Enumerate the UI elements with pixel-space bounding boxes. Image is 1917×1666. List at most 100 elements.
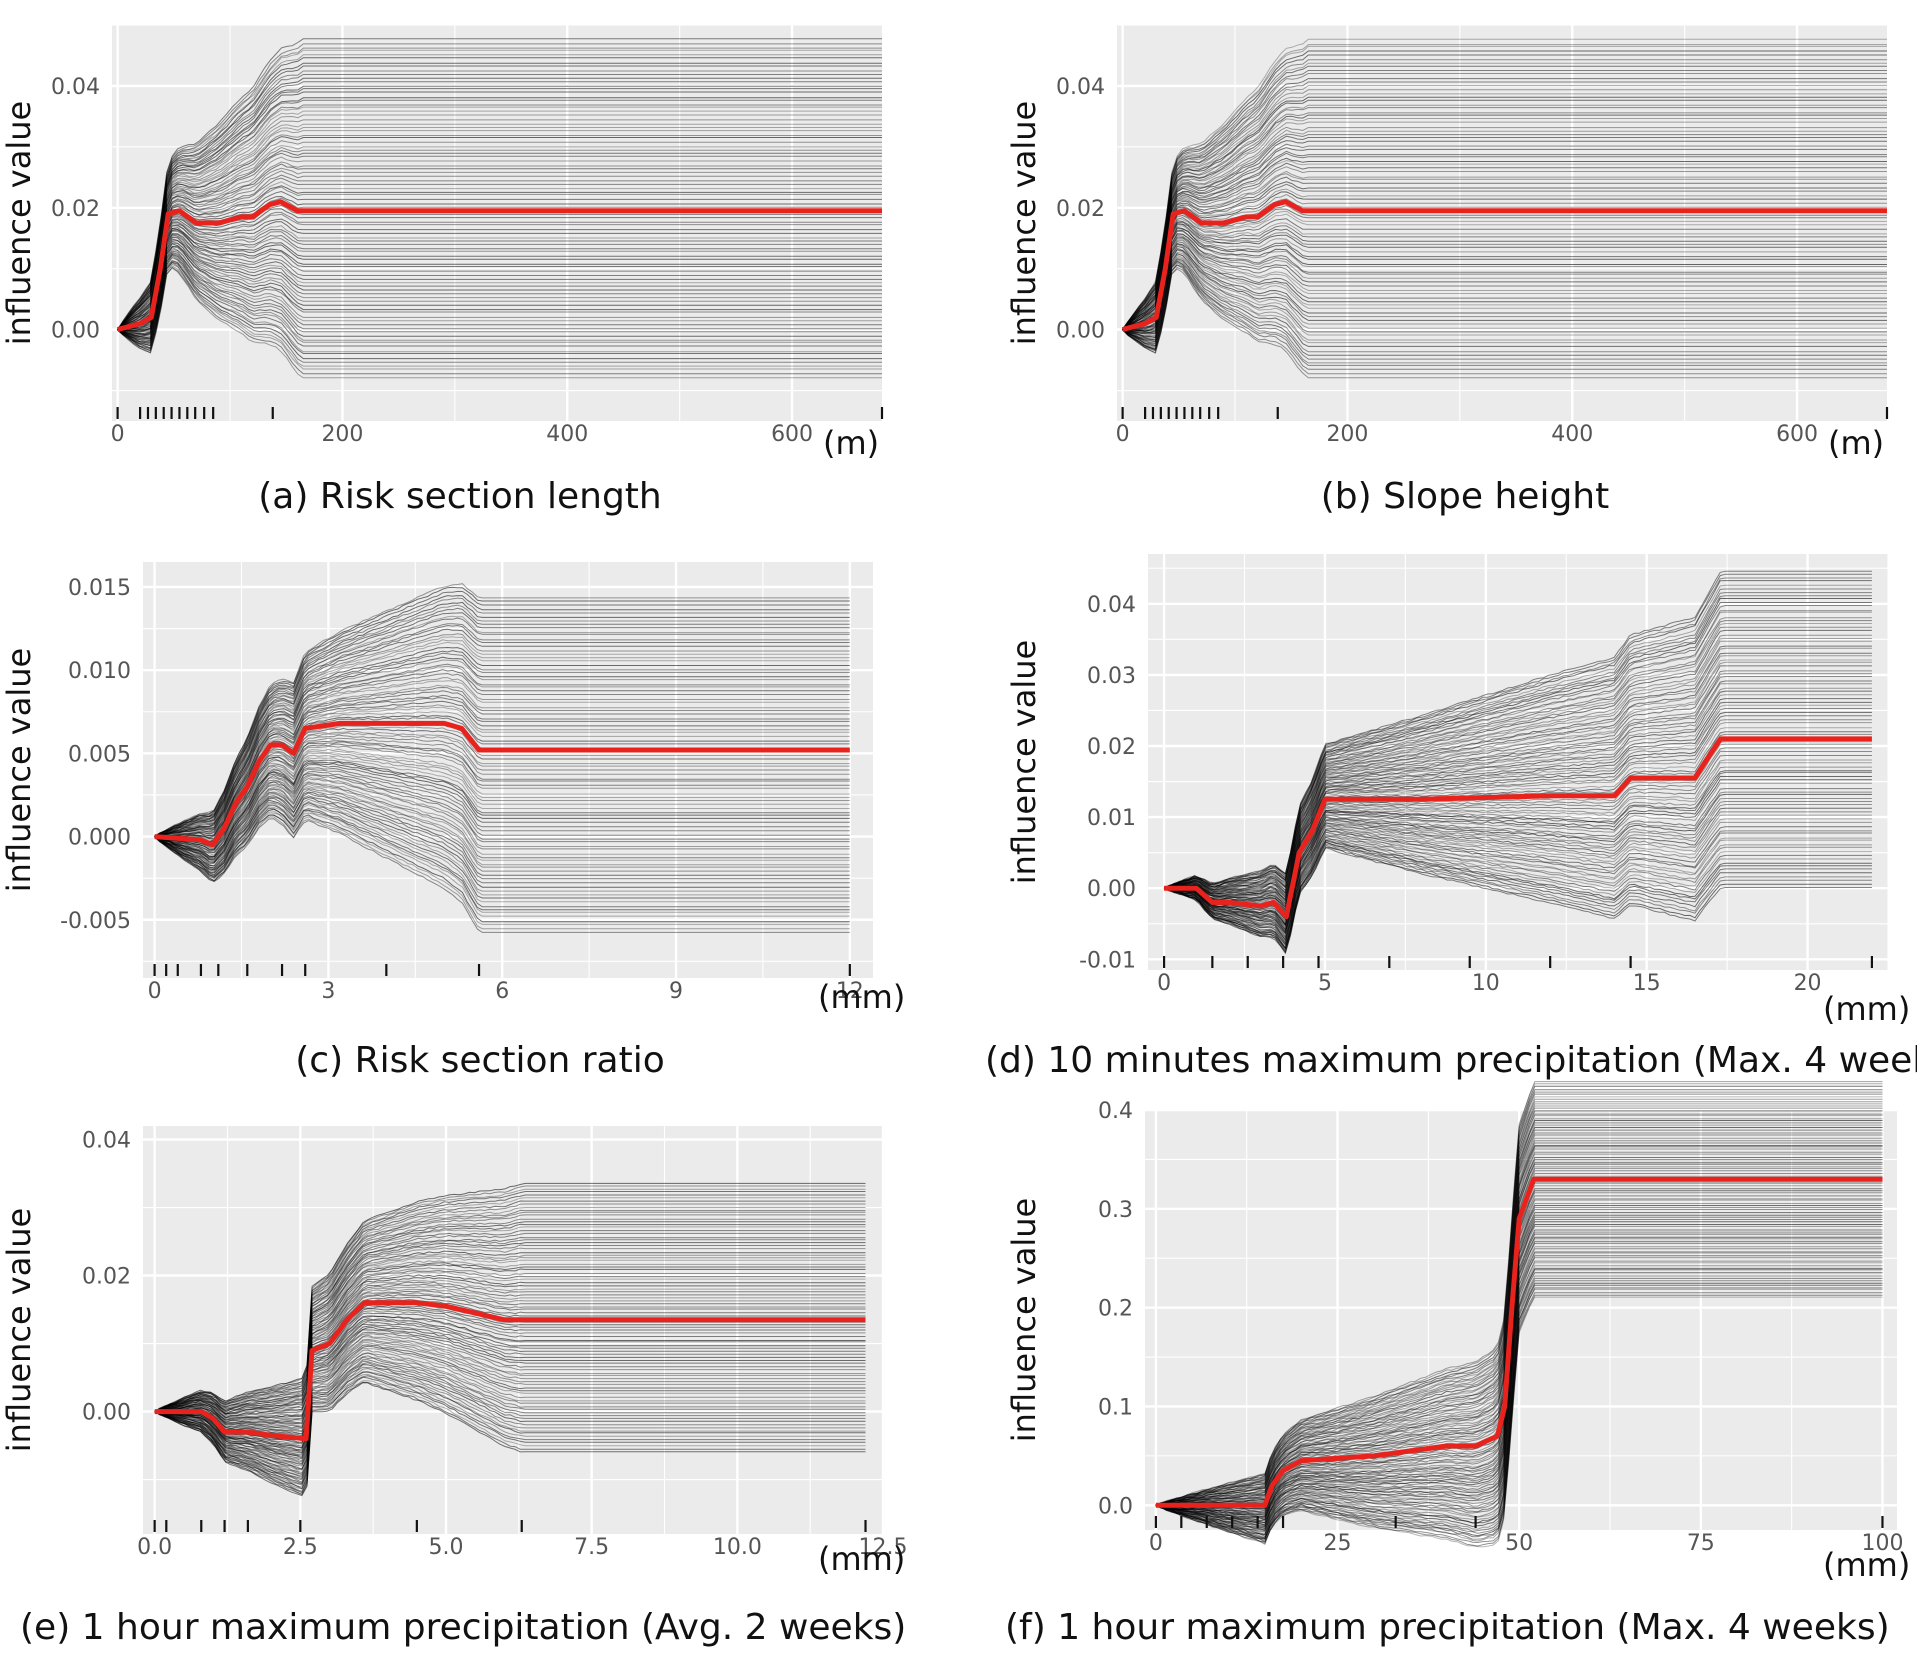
ice-line [154,1270,866,1424]
ice-line [154,1290,866,1433]
ice-line [1164,659,1872,898]
ice-line [154,1334,866,1463]
ice-line [154,781,850,867]
ice-line [1122,135,1887,331]
x-tick-label: 20 [1794,971,1822,996]
ice-line [117,256,882,347]
ice-line [117,260,882,354]
ice-line [154,1355,866,1477]
ice-line [117,62,882,330]
x-tick-label: 10 [1472,971,1500,996]
y-axis-title: influence value [0,101,38,345]
ice-line [1163,665,1872,899]
y-axis-title: influence value [1005,1198,1043,1442]
ice-line [154,1376,866,1494]
ice-line [154,1352,866,1475]
caption-b: (b) Slope height [1320,476,1610,517]
ice-line [154,752,850,854]
plot-background [112,25,882,421]
ice-line [154,734,850,849]
ice-line [1163,831,1872,942]
ice-line [1122,208,1887,331]
ice-line [154,590,850,838]
ice-line [117,267,882,379]
x-tick-label: 600 [1776,422,1818,447]
ice-line [154,814,850,923]
ice-line [154,1283,866,1429]
chart-panel-a: 0 200 400 600 0.00 0.02 0.04 influence value (m… [0,0,884,517]
ice-line [1122,85,1887,330]
ice-line [154,1271,866,1423]
ice-line [117,134,882,330]
ice-line [154,745,850,852]
pdp-line [116,199,882,333]
rug [1121,407,1889,419]
ice-line [117,211,882,330]
ice-line [1122,253,1887,345]
grid [1145,1108,1897,1530]
ice-line [1163,617,1872,890]
ice-line [154,1308,866,1444]
ice-line [1163,829,1872,942]
ice-line [154,1375,866,1493]
ice-line [1164,788,1872,929]
ice-line [117,197,882,331]
ice-line [154,1255,866,1419]
ice-line [1163,661,1872,897]
ice-line [1164,722,1872,913]
ice-curves [1155,1081,1883,1548]
y-tick-label: 0.04 [51,75,100,100]
grid [1148,554,1889,970]
chart-d-svg: 0 5 10 15 20 -0.01 0.00 0.01 0.02 0.03 0.04 influen… [1005,554,1889,996]
x-tick-label: 400 [1551,422,1593,447]
ice-line [154,804,850,903]
ice-line [154,1347,866,1471]
ice-line [117,70,882,330]
ice-line [117,261,882,360]
ice-line [1122,233,1887,334]
ice-line [154,1214,866,1412]
ice-line [1122,264,1887,366]
ice-line [1163,573,1872,889]
ice-line [154,1336,866,1465]
ice-line [1163,828,1872,941]
y-axis-title: influence value [1005,101,1043,345]
caption-e: (e) 1 hour maximum precipitation (Avg. 2… [20,1607,907,1648]
y-tick-label: 0.04 [1056,75,1105,100]
ice-line [1122,118,1887,331]
ice-line [154,1338,866,1465]
ice-line [154,704,850,840]
ice-line [1122,230,1887,332]
ice-line [117,97,882,330]
ice-line [1122,229,1887,332]
ice-line [117,240,882,337]
ice-line [1155,1120,1883,1506]
ice-line [154,783,850,868]
ice-line [154,741,850,851]
y-tick-label: 0.04 [1087,593,1136,618]
ice-line [117,232,882,333]
ice-line [1163,715,1872,912]
ice-line [154,659,850,837]
ice-line [117,88,882,331]
ice-line [117,218,882,331]
ice-line [1164,719,1872,912]
x-tick-label: 200 [321,422,363,447]
ice-line [154,1281,866,1428]
ice-line [1155,1161,1883,1507]
ice-line [117,43,882,330]
ice-line [154,1191,866,1412]
ice-line [1164,634,1872,892]
ice-line [117,145,882,330]
ice-line [1122,217,1887,330]
ice-line [117,91,882,331]
ice-line [1155,1257,1883,1532]
ice-line [117,251,882,343]
ice-line [154,1382,866,1497]
y-axis-title: influence value [0,648,38,892]
ice-line [1122,157,1887,331]
ice-line [117,225,882,332]
ice-line [154,1209,866,1412]
ice-line [1155,1151,1883,1506]
